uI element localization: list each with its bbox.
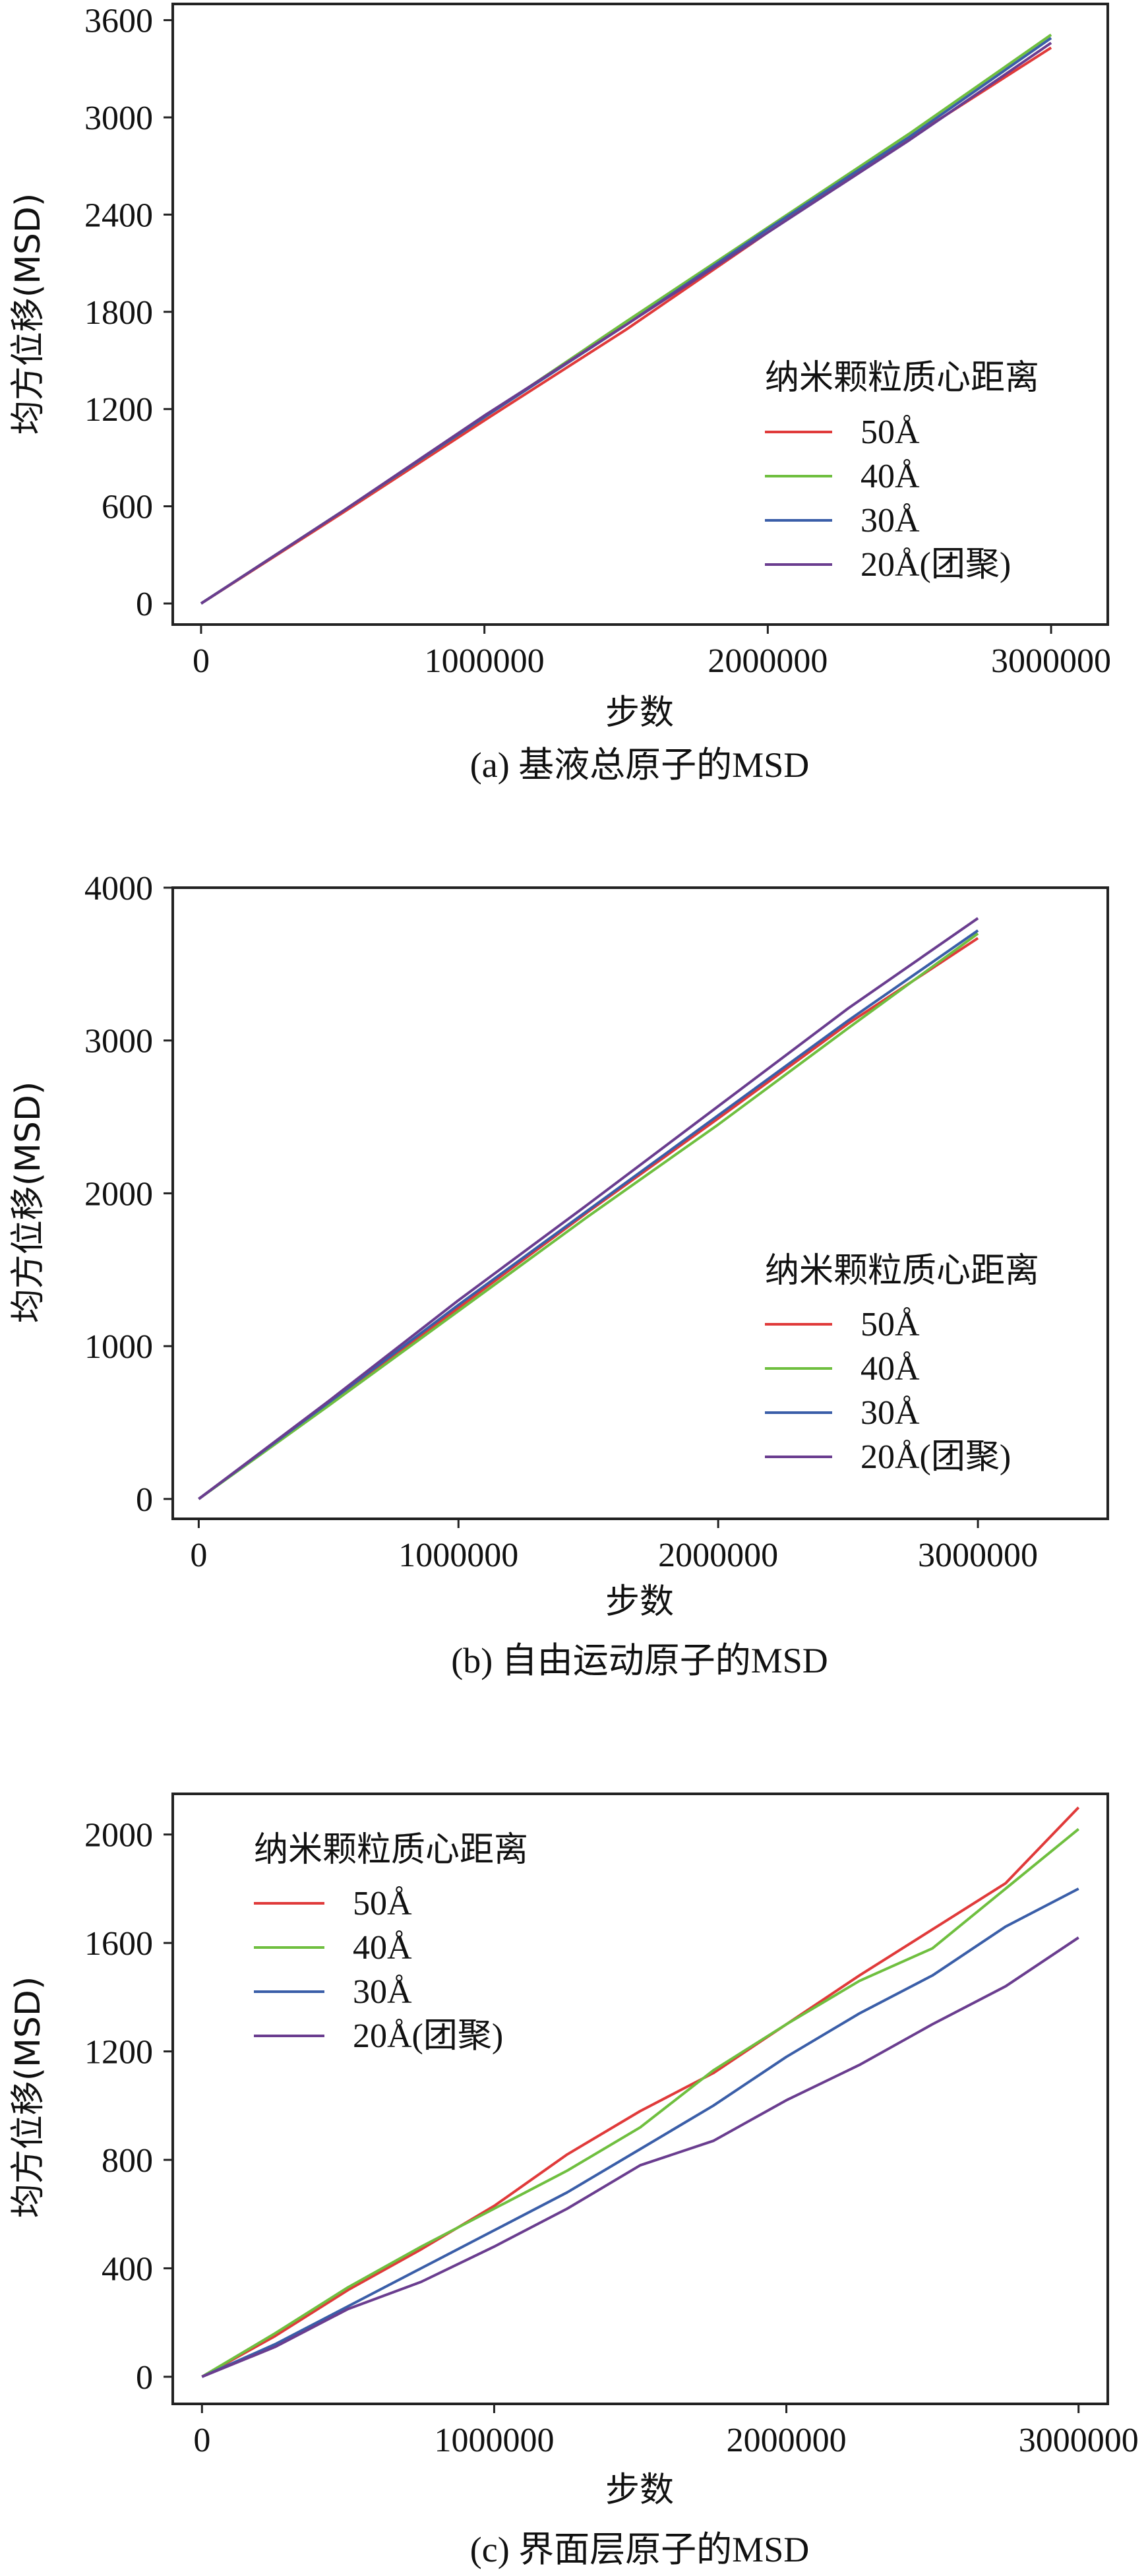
chart-c-legend: 纳米颗粒质心距离 50Å 40Å 30Å 20Å(团聚) — [254, 1830, 528, 2055]
chart-b-xtick-label: 1000000 — [398, 1537, 518, 1574]
chart-b-ylabel: 均方位移(MSD) — [9, 1082, 48, 1324]
chart-c-ytick-label: 0 — [136, 2359, 153, 2397]
chart-a-xtick-label: 2000000 — [708, 642, 828, 680]
chart-b-ytick-label: 2000 — [84, 1175, 153, 1213]
chart-b-legend-label-30: 30Å — [861, 1394, 920, 1432]
chart-a-xtick-label: 0 — [193, 642, 210, 680]
chart-b-ytick-label: 0 — [136, 1481, 153, 1519]
chart-a-series-40A-line — [200, 34, 1052, 605]
chart-b-ticks: 0 1000000 2000000 3000000 0 1000 2000 3000 4000 — [84, 870, 1038, 1574]
chart-b-series — [198, 917, 979, 1500]
chart-a-ytick-label: 3600 — [84, 3, 153, 40]
chart-c-ytick-label: 1200 — [84, 2034, 153, 2071]
chart-c-series-30A-line — [201, 1887, 1079, 2378]
chart-c-xlabel: 步数 — [605, 2470, 674, 2510]
chart-b-legend-title: 纳米颗粒质心距离 — [765, 1251, 1039, 1291]
chart-c-legend-label-20: 20Å(团聚) — [353, 2017, 503, 2055]
chart-c-xtick-label: 3000000 — [1019, 2422, 1139, 2459]
chart-a-ytick-label: 1200 — [84, 391, 153, 429]
chart-a-ylabel: 均方位移(MSD) — [9, 193, 48, 435]
chart-c-legend-label-30: 30Å — [353, 1973, 412, 2011]
chart-c-xtick-label: 2000000 — [727, 2422, 847, 2459]
chart-c-ticks: 0 1000000 2000000 3000000 0 400 800 1200 1600 200… — [84, 1817, 1139, 2459]
chart-a-xtick-label: 3000000 — [991, 642, 1111, 680]
chart-c-series — [201, 1806, 1080, 2378]
chart-a-frame — [171, 3, 1109, 626]
chart-b-series-40A-line — [198, 932, 979, 1500]
chart-b-legend-label-20: 20Å(团聚) — [861, 1438, 1011, 1476]
chart-c-frame — [171, 1793, 1109, 2405]
chart-c-series-20A-line — [201, 1936, 1079, 2378]
chart-b-legend: 纳米颗粒质心距离 50Å 40Å 30Å 20Å(团聚) — [765, 1251, 1039, 1476]
chart-c-ytick-label: 2000 — [84, 1817, 153, 1855]
chart-a-ytick-label: 2400 — [84, 197, 153, 234]
chart-b-xtick-label: 2000000 — [658, 1537, 778, 1574]
chart-c-ytick-label: 400 — [102, 2250, 153, 2288]
chart-b-ytick-label: 4000 — [84, 870, 153, 907]
chart-a-series-50A-line — [200, 46, 1052, 605]
chart-a-ytick-label: 1800 — [84, 294, 153, 332]
chart-b-caption: (b) 自由运动原子的MSD — [451, 1641, 828, 1680]
chart-c-ytick-label: 1600 — [84, 1925, 153, 1963]
chart-c-legend-label-40: 40Å — [353, 1929, 412, 1967]
chart-a-legend-label-40: 40Å — [861, 458, 920, 495]
chart-b-series-20A-line — [198, 917, 979, 1500]
chart-b-frame — [171, 886, 1109, 1520]
chart-b-ytick-label: 3000 — [84, 1023, 153, 1060]
chart-a: 0 1000000 2000000 3000000 0 600 1200 1800 2400 30… — [9, 3, 1111, 785]
chart-a-ytick-label: 3000 — [84, 100, 153, 137]
chart-c-series-50A-line — [201, 1806, 1080, 2378]
chart-a-xlabel: 步数 — [605, 693, 674, 733]
chart-a-xtick-label: 1000000 — [425, 642, 545, 680]
chart-a-ytick-label: 0 — [136, 586, 153, 623]
chart-a-legend-label-30: 30Å — [861, 502, 920, 539]
chart-a-series-20A-line — [200, 42, 1052, 605]
chart-a-legend: 纳米颗粒质心距离 50Å 40Å 30Å 20Å(团聚) — [765, 358, 1039, 584]
chart-c-ylabel: 均方位移(MSD) — [9, 1977, 48, 2219]
chart-b-legend-label-50: 50Å — [861, 1306, 920, 1343]
chart-c-legend-title: 纳米颗粒质心距离 — [254, 1830, 528, 1870]
chart-c-legend-label-50: 50Å — [353, 1885, 412, 1922]
chart-a-ytick-label: 600 — [102, 489, 153, 526]
chart-b: 0 1000000 2000000 300000001000200030004000 … — [9, 870, 1109, 1680]
chart-a-legend-title: 纳米颗粒质心距离 — [765, 358, 1039, 398]
chart-c-ytick-label: 800 — [102, 2142, 153, 2180]
chart-b-xtick-label: 3000000 — [918, 1537, 1038, 1574]
chart-b-ytick-label: 1000 — [84, 1328, 153, 1366]
chart-a-legend-label-20: 20Å(团聚) — [861, 546, 1011, 584]
chart-a-series — [200, 34, 1052, 605]
chart-c-xtick-label: 1000000 — [434, 2422, 554, 2459]
chart-c-caption: (c) 界面层原子的MSD — [470, 2530, 809, 2569]
chart-c-xtick-label: 0 — [193, 2422, 210, 2459]
chart-b-legend-label-40: 40Å — [861, 1350, 920, 1388]
chart-c-series-40A-line — [201, 1827, 1079, 2378]
chart-c: 0 1000000 2000000 3000000 0 400 800 1200 1600 200… — [9, 1793, 1139, 2569]
chart-b-xlabel: 步数 — [605, 1582, 674, 1622]
chart-a-ticks: 0 1000000 2000000 3000000 0 600 1200 1800 2400 30… — [84, 3, 1111, 680]
chart-b-xtick-label: 0 — [190, 1537, 207, 1574]
chart-a-legend-label-50: 50Å — [861, 414, 920, 451]
chart-a-caption: (a) 基液总原子的MSD — [470, 745, 809, 785]
